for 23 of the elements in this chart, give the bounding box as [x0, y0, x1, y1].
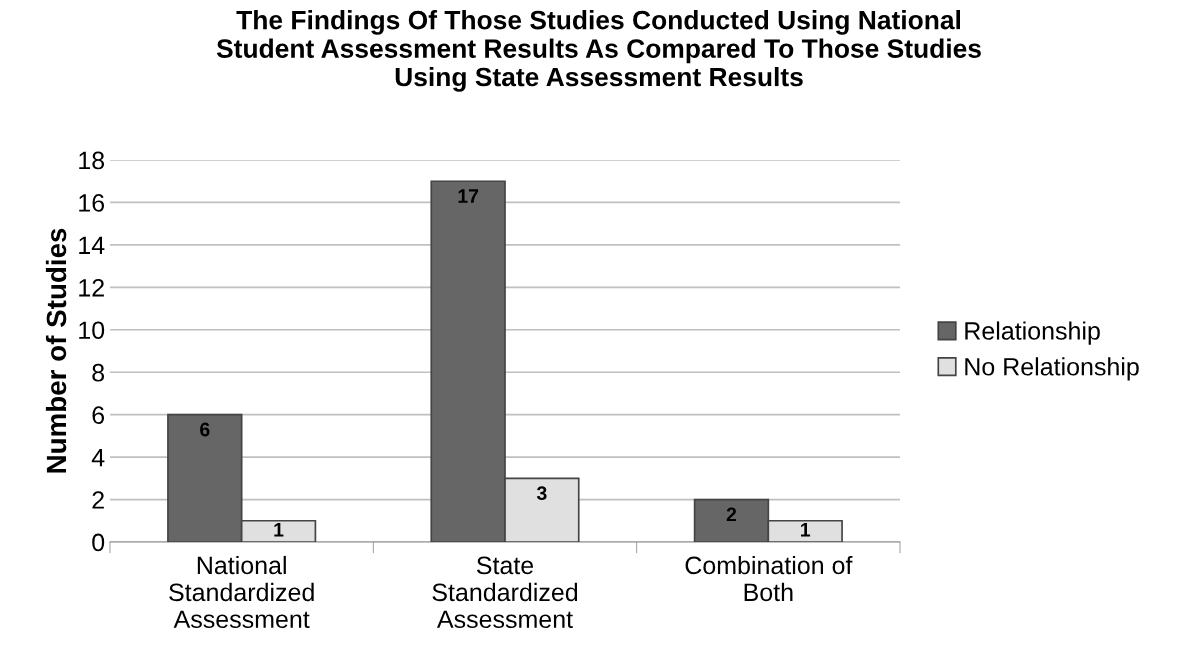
- data-label: 2: [726, 507, 737, 522]
- data-label: 17: [458, 189, 479, 203]
- x-tick-label: National Standardized Assessment: [169, 555, 314, 629]
- y-tick-label: 8: [92, 363, 105, 382]
- y-tick-label: 10: [79, 321, 105, 340]
- y-tick-label: 12: [79, 278, 104, 297]
- x-tick-label: State Standardized Assessment: [432, 556, 578, 629]
- chart-title: The Findings Of Those Studies Conducted Using National Student Assessment Results As Compared To Those Studies Using State Assessment Results: [216, 10, 981, 92]
- data-label: 3: [536, 486, 547, 501]
- y-tick-label: 2: [92, 491, 104, 509]
- data-label: 1: [801, 523, 811, 537]
- data-label: 6: [200, 422, 210, 437]
- y-tick-label: 14: [79, 236, 105, 254]
- data-label: 1: [274, 523, 284, 537]
- x-tick-label: Combination of Both: [685, 555, 853, 602]
- y-tick-label: 16: [79, 194, 105, 212]
- y-tick-label: 6: [92, 406, 105, 424]
- y-tick-label: 0: [92, 533, 105, 552]
- y-axis-title: Number of Studies: [45, 228, 67, 473]
- y-tick-label: 18: [79, 151, 105, 170]
- legend-label: Relationship: [965, 321, 1100, 345]
- legend-label: No Relationship: [965, 357, 1139, 381]
- y-tick-label: 4: [91, 448, 105, 467]
